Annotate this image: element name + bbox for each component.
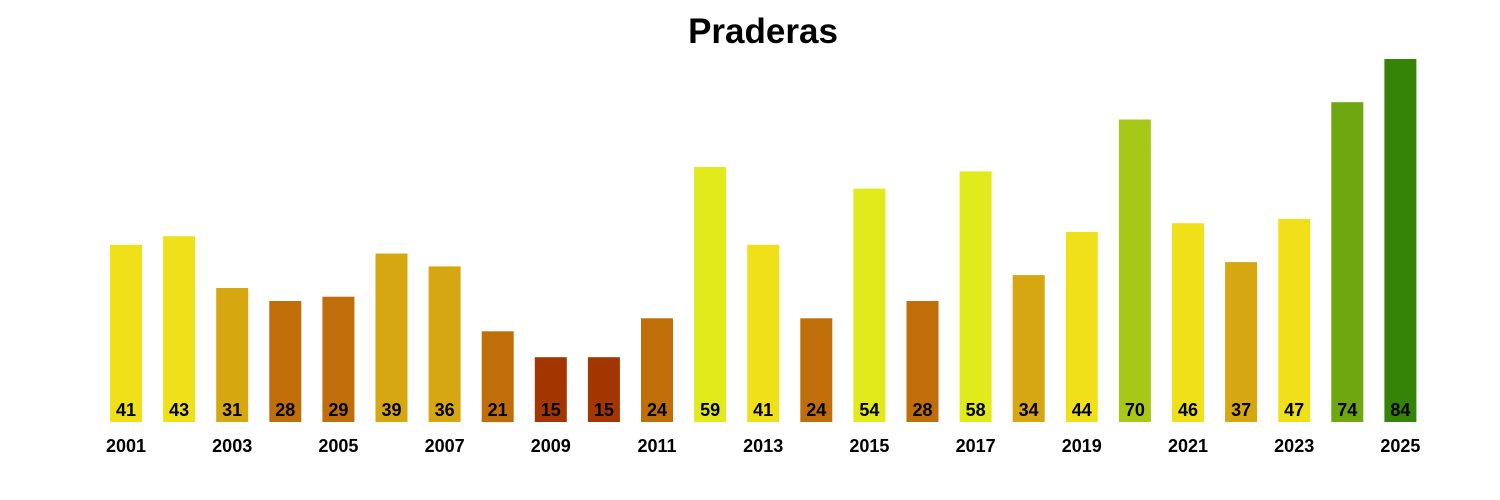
value-label-2002: 43 (169, 400, 189, 420)
bar-2023 (1278, 218, 1311, 422)
bar-2016 (906, 301, 939, 422)
x-tick-2003: 2003 (212, 436, 252, 456)
bar-2021 (1172, 223, 1204, 422)
bar-2022 (1225, 262, 1258, 422)
x-tick-2015: 2015 (849, 436, 889, 456)
bar-2019 (1065, 231, 1098, 422)
bar-2015 (853, 188, 886, 422)
bar-2011 (641, 318, 673, 422)
value-labels-group: 41 43 31 28 29 39 36 21 15 15 24 59 41 24 54 28 58 34 44 70… (116, 400, 1410, 420)
bar-2001 (110, 244, 142, 422)
x-tick-labels-group: 2001 2003 2005 2007 2009 2011 2013 2015 2017 2019… (106, 436, 1420, 456)
chart-title: Praderas (688, 12, 838, 51)
bar-2008 (481, 331, 514, 423)
value-label-2003: 31 (222, 400, 242, 420)
value-label-2016: 28 (912, 400, 932, 420)
x-tick-2007: 2007 (425, 436, 465, 456)
bar-2020 (1118, 119, 1151, 422)
x-tick-2013: 2013 (743, 436, 783, 456)
value-label-2005: 29 (328, 400, 348, 420)
x-tick-2021: 2021 (1168, 436, 1208, 456)
value-label-2011: 24 (647, 400, 667, 420)
x-tick-2025: 2025 (1380, 436, 1420, 456)
bar-2005 (322, 296, 355, 422)
x-tick-2011: 2011 (637, 436, 676, 456)
value-label-2018: 34 (1019, 400, 1039, 420)
bar-2004 (269, 301, 302, 422)
value-label-2014: 24 (806, 400, 826, 420)
bar-2010 (587, 357, 620, 422)
value-label-2007: 36 (435, 400, 455, 420)
bar-2018 (1012, 275, 1045, 422)
bar-2017 (959, 171, 992, 422)
bar-2025 (1384, 59, 1417, 422)
x-tick-2023: 2023 (1274, 436, 1314, 456)
bar-2013 (747, 244, 780, 422)
value-label-2008: 21 (488, 400, 508, 420)
bar-2007 (428, 266, 461, 422)
value-label-2023: 47 (1284, 400, 1304, 420)
bar-2009 (534, 357, 567, 422)
value-label-2012: 59 (700, 400, 720, 420)
bar-2002 (163, 236, 196, 422)
value-label-2021: 46 (1178, 400, 1198, 420)
value-label-2006: 39 (381, 400, 401, 420)
value-label-2004: 28 (275, 400, 295, 420)
bar-2012 (694, 167, 727, 422)
x-tick-2019: 2019 (1062, 436, 1102, 456)
bars-group (110, 59, 1417, 423)
value-label-2022: 37 (1231, 400, 1251, 420)
x-tick-2001: 2001 (106, 436, 146, 456)
value-label-2010: 15 (594, 400, 614, 420)
value-label-2019: 44 (1072, 400, 1092, 420)
value-label-2017: 58 (966, 400, 986, 420)
x-tick-2017: 2017 (956, 436, 996, 456)
bar-2014 (800, 318, 833, 422)
value-label-2001: 41 (116, 400, 136, 420)
value-label-2009: 15 (541, 400, 561, 420)
x-tick-2005: 2005 (318, 436, 358, 456)
value-label-2015: 54 (859, 400, 879, 420)
value-label-2020: 70 (1125, 400, 1145, 420)
value-label-2013: 41 (753, 400, 773, 420)
x-tick-2009: 2009 (531, 436, 571, 456)
bar-2024 (1331, 102, 1364, 422)
value-label-2025: 84 (1390, 400, 1410, 420)
value-label-2024: 74 (1337, 400, 1357, 420)
bar-2003 (216, 288, 249, 422)
bar-2006 (375, 253, 408, 422)
